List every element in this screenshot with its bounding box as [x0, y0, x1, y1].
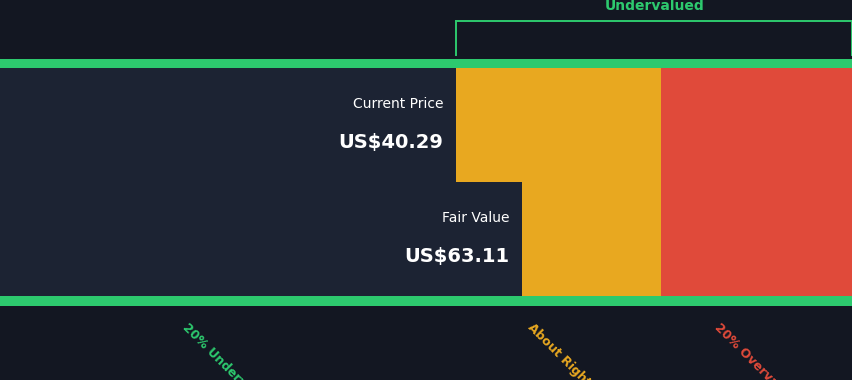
- Bar: [0, 59, 852, 68]
- Bar: [0, 68, 456, 296]
- Text: 20% Overvalued: 20% Overvalued: [711, 321, 801, 380]
- Text: Undervalued: Undervalued: [604, 0, 703, 13]
- Bar: [456, 68, 660, 296]
- Bar: [0, 182, 521, 296]
- Text: US$40.29: US$40.29: [338, 133, 443, 152]
- Text: 20% Undervalued: 20% Undervalued: [180, 321, 276, 380]
- Bar: [660, 68, 852, 296]
- Bar: [0, 68, 456, 182]
- Text: About Right: About Right: [524, 321, 592, 380]
- Bar: [0, 296, 852, 306]
- Text: US$63.11: US$63.11: [404, 247, 509, 266]
- Text: Fair Value: Fair Value: [441, 212, 509, 225]
- Text: Current Price: Current Price: [353, 98, 443, 111]
